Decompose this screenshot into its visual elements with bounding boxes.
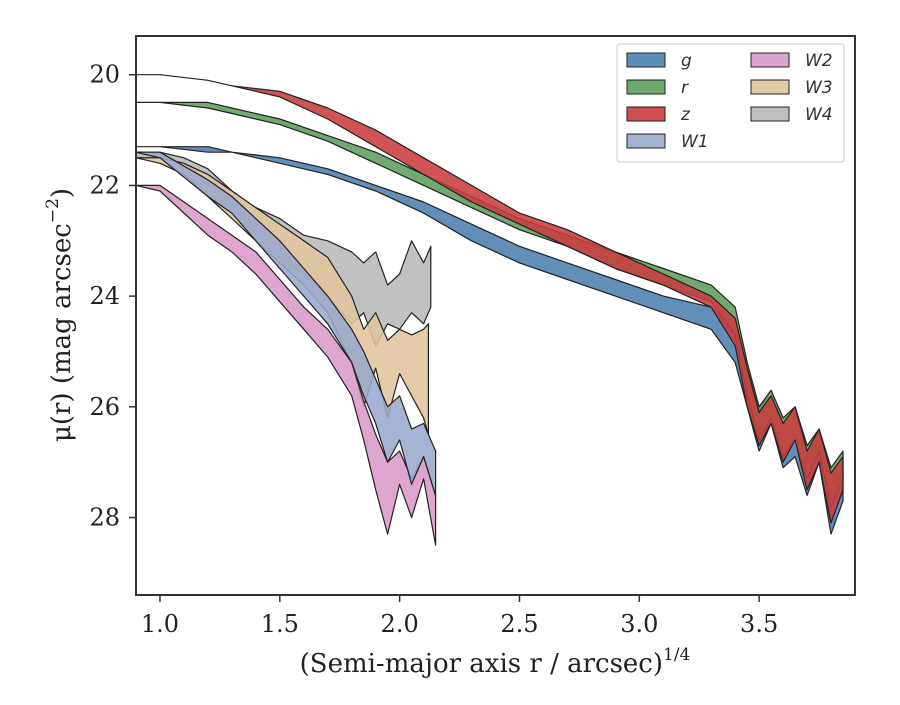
series-bands [136,74,844,546]
y-axis-ticks: 20 22 24 26 28 [89,61,136,532]
x-axis-label: (Semi-major axis r / arcsec)1/4 [300,645,691,679]
legend-label-g: g [681,51,692,71]
legend-label-z: z [680,105,691,125]
legend-label-W3: W3 [805,78,833,98]
legend-swatch-r [626,79,666,95]
legend-label-W4: W4 [805,105,833,125]
legend-swatch-W3 [750,79,790,95]
plot-frame [135,35,856,596]
y-tick-label: 20 [89,61,120,89]
legend-swatch-W2 [750,52,790,68]
x-tick-label: 3.5 [740,610,778,638]
legend-swatch-W4 [750,106,790,122]
legend-label-r: r [681,78,689,98]
band-z [136,74,844,524]
band-r [136,101,844,507]
legend: grz W1 W2 W3 W4 [616,43,845,163]
legend-swatch-g [626,52,666,68]
y-tick-label: 28 [89,504,120,532]
x-tick-label: 2.5 [500,610,538,638]
legend-swatch-z [626,106,666,122]
x-axis-ticks: 1.0 1.5 2.0 2.5 3.0 3.5 [141,595,778,638]
y-axis-label: μ(r) (mag arcsec−2) [43,188,77,442]
x-tick-label: 1.5 [261,610,299,638]
legend-label-W2: W2 [805,51,833,71]
x-tick-label: 2.0 [381,610,419,638]
band-W2 [136,184,437,546]
legend-label-W1: W1 [681,132,709,152]
y-tick-label: 26 [89,393,120,421]
band-W1 [136,151,437,496]
y-tick-label: 24 [89,282,120,310]
x-tick-label: 3.0 [620,610,658,638]
x-tick-label: 1.0 [141,610,179,638]
legend-swatch-W1 [626,133,666,149]
y-tick-label: 22 [89,171,120,199]
legend-box [616,43,845,163]
